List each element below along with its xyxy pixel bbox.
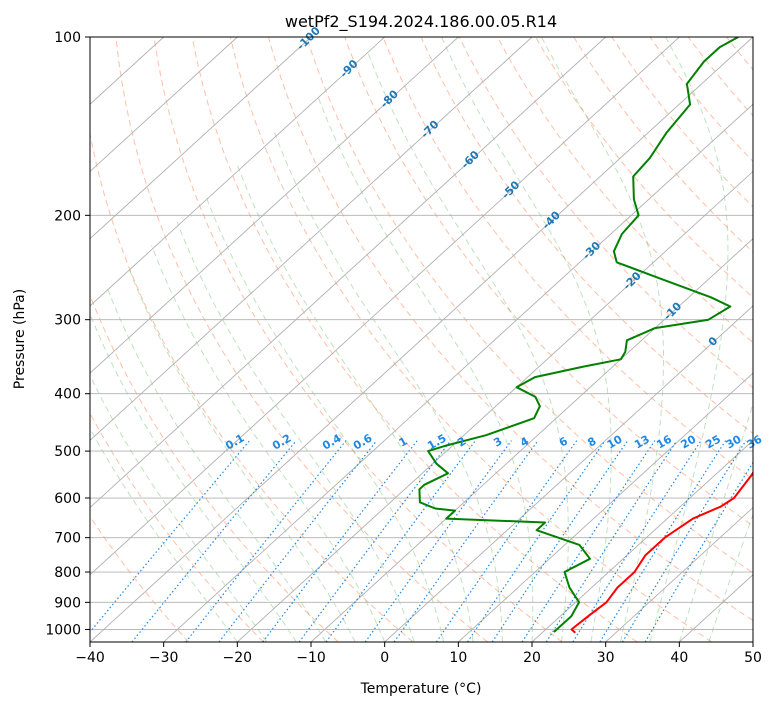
isotherm-line — [90, 37, 312, 240]
x-tick-label: 50 — [744, 650, 762, 666]
mixing-ratio-line — [466, 440, 606, 642]
isotherms — [90, 37, 753, 642]
y-tick-label: 1000 — [45, 622, 81, 638]
x-tick-label: 40 — [670, 650, 688, 666]
y-axis-label: Pressure (hPa) — [12, 289, 28, 389]
dry-adiabat-line — [90, 412, 264, 642]
moist-adiabat-line — [316, 94, 534, 642]
isotherm-line — [90, 37, 680, 576]
x-tick-label: −20 — [223, 650, 253, 666]
mixing-ratio-line — [491, 440, 629, 642]
moist-adiabat-line — [90, 374, 268, 642]
isotherm-line — [90, 37, 753, 642]
plot-area — [90, 37, 753, 642]
y-tick-label: 700 — [54, 531, 81, 547]
mixing-ratio-line — [599, 440, 727, 642]
dry-adiabat-line — [268, 37, 753, 622]
x-axis-ticks: −40 −30 −20 −10 0 10 20 30 40 50 — [75, 642, 762, 666]
dry-adiabat-line — [115, 37, 488, 642]
x-tick-label: −40 — [75, 650, 105, 666]
dry-adiabat-line — [306, 37, 753, 574]
dry-adiabat-line — [382, 37, 753, 481]
dry-adiabat-line — [191, 37, 638, 642]
moist-adiabat-line — [366, 49, 569, 642]
x-tick-label: 30 — [597, 650, 615, 666]
temperature-line — [570, 470, 753, 634]
isotherm-line — [90, 37, 459, 374]
moist-adiabat-line — [237, 165, 474, 642]
moist-adiabat-line — [678, 401, 753, 642]
moist-adiabat-line — [128, 267, 356, 642]
isotherm-line — [90, 37, 606, 509]
x-tick-label: −30 — [149, 650, 179, 666]
y-tick-label: 400 — [54, 387, 81, 403]
pressure-gridlines — [90, 37, 753, 630]
mixing-ratio-line — [325, 440, 476, 642]
isotherm-line — [163, 103, 753, 642]
moist-adiabat-line — [441, 37, 612, 642]
x-tick-label: 0 — [380, 650, 389, 666]
mixing-ratio-line — [644, 461, 753, 642]
moist-adiabat-line — [106, 287, 327, 642]
x-axis-label: Temperature (°C) — [360, 681, 482, 697]
y-tick-label: 500 — [54, 444, 81, 460]
mixing-ratio-line — [545, 440, 678, 642]
moist-adiabat-line — [649, 37, 729, 642]
dry-adiabat-line — [535, 37, 753, 298]
x-tick-label: 20 — [523, 650, 541, 666]
y-tick-label: 600 — [54, 491, 81, 507]
mixing-ratio-line — [621, 440, 747, 642]
y-tick-label: 300 — [54, 313, 81, 329]
mixing-ratio-line — [90, 440, 251, 633]
moist-adiabat-line — [176, 221, 415, 642]
mixing-ratio-line — [364, 440, 512, 642]
isotherm-line — [605, 506, 753, 642]
isotherm-line — [310, 238, 753, 642]
dry-adiabat-line — [90, 515, 190, 642]
isotherm-line — [90, 37, 238, 173]
moist-adiabat-line — [540, 37, 664, 642]
chart-title: wetPf2_S194.2024.186.00.05.R14 — [285, 12, 557, 32]
isotherm-line — [237, 170, 753, 642]
isotherm-line — [90, 37, 385, 307]
moist-adiabats — [90, 37, 753, 642]
x-tick-label: 10 — [449, 650, 467, 666]
moist-adiabat-line — [205, 195, 445, 642]
profile-series — [418, 37, 753, 634]
isotherm-line — [90, 37, 533, 441]
x-tick-label: −10 — [296, 650, 326, 666]
y-tick-label: 100 — [54, 30, 81, 46]
dry-adiabats — [90, 37, 753, 642]
dry-adiabat-line — [496, 37, 753, 344]
moist-adiabat-line — [151, 245, 386, 642]
y-tick-label: 800 — [54, 565, 81, 581]
dry-adiabat-line — [153, 37, 563, 642]
mixing-ratio-line — [521, 440, 656, 642]
mixing-ratio-lines — [90, 440, 753, 642]
dewpoint-line — [418, 37, 739, 633]
y-tick-label: 200 — [54, 208, 81, 224]
mixing-ratio-line — [435, 440, 578, 642]
moist-adiabat-line — [708, 513, 753, 642]
plot-frame — [89, 36, 754, 643]
isotherm-line — [531, 439, 753, 642]
y-tick-label: 900 — [54, 595, 81, 611]
y-axis-ticks: 100 200 300 400 500 600 700 800 900 1000 — [45, 30, 90, 638]
isotherm-line — [384, 305, 753, 642]
mixing-ratio-line — [218, 440, 378, 642]
dry-adiabat-line — [90, 131, 414, 642]
mixing-ratio-line — [131, 440, 297, 642]
